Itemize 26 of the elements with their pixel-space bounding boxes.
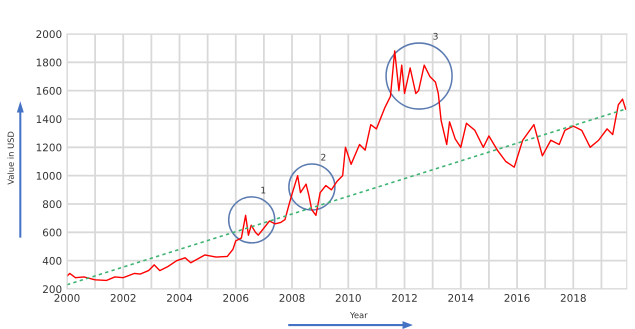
y-tick-label: 800 <box>42 200 62 208</box>
x-tick-label: 2012 <box>392 294 417 302</box>
y-tick-label: 1200 <box>36 144 62 152</box>
y-tick-label: 1400 <box>36 115 62 124</box>
x-tick-label: 2000 <box>54 294 80 302</box>
y-tick-label: 1800 <box>36 58 62 66</box>
y-tick-label: 200 <box>43 285 62 294</box>
x-tick-label: 2014 <box>448 294 474 302</box>
y-tick-label: 1000 <box>36 172 62 180</box>
line-series <box>66 50 626 282</box>
annotation: 1 <box>261 186 266 194</box>
x-tick-label: 2016 <box>504 294 530 302</box>
x-tick-label: 2018 <box>560 294 586 302</box>
x-tick-label: 2006 <box>223 294 248 302</box>
x-tick-label: 2002 <box>110 294 136 302</box>
annotation: 3 <box>433 32 438 40</box>
y-axis-title: Value in USD <box>7 132 14 185</box>
y-tick-label: 1600 <box>36 86 62 95</box>
y-tick-label: 2000 <box>36 30 62 38</box>
y-tick-label: 600 <box>42 228 62 236</box>
x-axis-title: Year <box>350 312 368 318</box>
annotation: 2 <box>321 154 326 160</box>
x-tick-label: 2008 <box>280 294 305 302</box>
x-tick-label: 2004 <box>167 294 192 302</box>
y-tick-label: 400 <box>42 256 62 265</box>
x-tick-label: 2010 <box>336 294 361 302</box>
